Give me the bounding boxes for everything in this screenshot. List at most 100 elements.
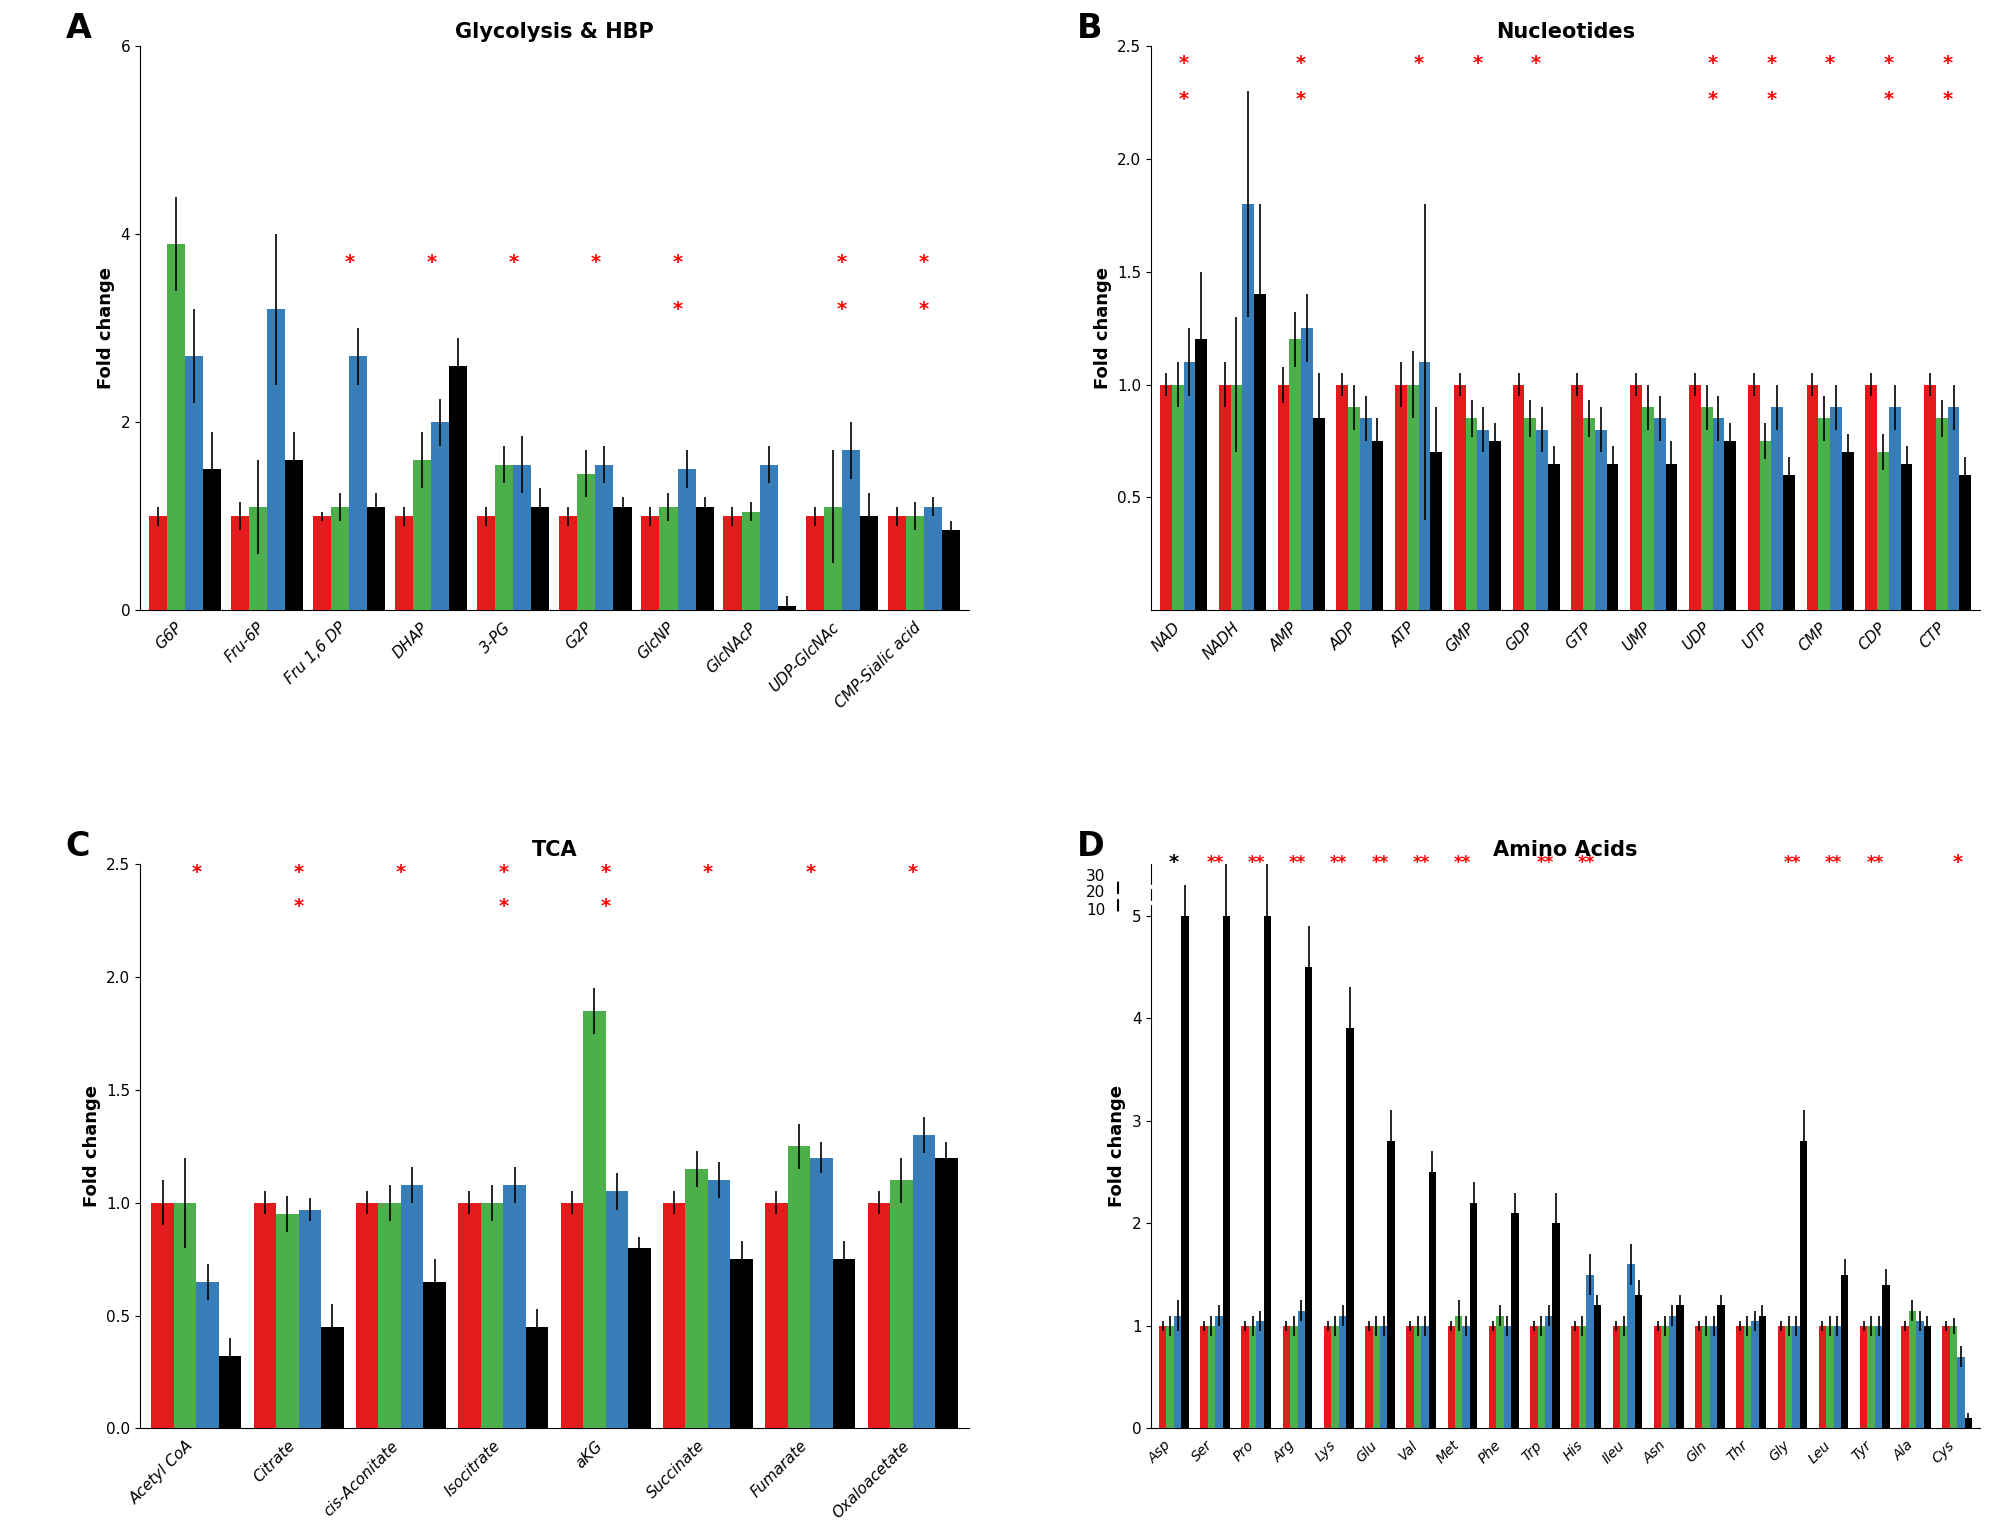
Bar: [1242, 204, 1254, 610]
Bar: [1388, 1141, 1394, 1428]
Text: *: *: [672, 300, 682, 319]
Text: *: *: [836, 253, 846, 272]
Text: *: *: [426, 253, 436, 272]
Bar: [1544, 1316, 1552, 1428]
Bar: [478, 516, 496, 610]
Bar: [1222, 915, 1230, 1428]
Bar: [276, 1213, 298, 1428]
Bar: [396, 516, 414, 610]
Text: *: *: [498, 897, 508, 915]
Text: *: *: [908, 863, 918, 882]
Bar: [168, 244, 186, 610]
Title: TCA: TCA: [532, 840, 578, 860]
Text: *: *: [836, 300, 846, 319]
Bar: [1456, 1316, 1462, 1428]
Bar: [1792, 1326, 1800, 1428]
Bar: [560, 1203, 584, 1428]
Bar: [1860, 1326, 1868, 1428]
Bar: [1348, 407, 1360, 610]
Bar: [742, 511, 760, 610]
Title: Nucleotides: Nucleotides: [1496, 22, 1636, 41]
Bar: [1948, 407, 1960, 610]
Bar: [196, 1281, 218, 1428]
Bar: [1834, 1326, 1842, 1428]
Text: *: *: [1296, 91, 1306, 109]
Text: *: *: [1296, 54, 1306, 74]
Bar: [1654, 1326, 1662, 1428]
Bar: [1552, 1223, 1560, 1428]
Bar: [1174, 1316, 1182, 1428]
Bar: [150, 516, 168, 610]
Bar: [1874, 1326, 1882, 1428]
Bar: [1216, 1316, 1222, 1428]
Text: *: *: [1472, 54, 1482, 74]
Bar: [1700, 407, 1712, 610]
Legend: DsRed, WT, YF, YD: DsRed, WT, YF, YD: [1170, 43, 1276, 154]
Bar: [678, 470, 696, 610]
Text: *: *: [192, 863, 202, 882]
Bar: [888, 516, 906, 610]
Bar: [724, 516, 742, 610]
Bar: [1256, 1321, 1264, 1428]
Title: Amino Acids: Amino Acids: [1494, 840, 1638, 860]
Bar: [1530, 1326, 1538, 1428]
Text: **: **: [1248, 854, 1264, 872]
Bar: [1594, 430, 1606, 610]
Text: 20: 20: [1086, 885, 1106, 900]
Bar: [1166, 1326, 1174, 1428]
Bar: [1696, 1326, 1702, 1428]
Text: B: B: [1076, 12, 1102, 45]
Text: *: *: [1826, 54, 1836, 74]
Bar: [1818, 418, 1830, 610]
Bar: [1346, 1029, 1354, 1428]
Bar: [378, 1203, 400, 1428]
Bar: [1736, 1326, 1744, 1428]
Bar: [1200, 1326, 1208, 1428]
Bar: [1396, 384, 1406, 610]
Bar: [868, 1203, 890, 1428]
Text: *: *: [600, 863, 610, 882]
Bar: [1760, 441, 1772, 610]
Bar: [1372, 1326, 1380, 1428]
Bar: [1282, 1326, 1290, 1428]
Bar: [532, 507, 550, 610]
Bar: [1372, 441, 1384, 610]
Bar: [1778, 1326, 1784, 1428]
Bar: [942, 530, 960, 610]
Bar: [1366, 1326, 1372, 1428]
Bar: [1612, 1326, 1620, 1428]
Bar: [1718, 1306, 1724, 1428]
Text: *: *: [1168, 854, 1178, 872]
Bar: [1642, 407, 1654, 610]
Bar: [1882, 1284, 1890, 1428]
Bar: [1710, 1326, 1718, 1428]
Text: *: *: [1708, 91, 1718, 109]
Text: *: *: [702, 863, 712, 882]
Bar: [614, 507, 632, 610]
Text: *: *: [1708, 54, 1718, 74]
Bar: [458, 1203, 480, 1428]
Bar: [514, 464, 532, 610]
Bar: [1842, 1275, 1848, 1428]
Bar: [1196, 339, 1208, 610]
Bar: [1676, 1306, 1684, 1428]
Text: *: *: [1178, 91, 1188, 109]
Bar: [1572, 384, 1584, 610]
Bar: [1902, 1326, 1908, 1428]
Bar: [1428, 1172, 1436, 1428]
Bar: [450, 366, 468, 610]
Bar: [1548, 464, 1560, 610]
Bar: [1218, 384, 1230, 610]
Bar: [414, 459, 432, 610]
Text: **: **: [1372, 854, 1388, 872]
Bar: [1842, 452, 1854, 610]
Bar: [1888, 407, 1900, 610]
Text: *: *: [1766, 54, 1776, 74]
Bar: [1470, 1203, 1478, 1428]
Y-axis label: Fold change: Fold change: [96, 267, 114, 389]
Bar: [504, 1184, 526, 1428]
Bar: [1924, 384, 1936, 610]
Bar: [1160, 1326, 1166, 1428]
Bar: [298, 1209, 322, 1428]
Bar: [232, 516, 250, 610]
